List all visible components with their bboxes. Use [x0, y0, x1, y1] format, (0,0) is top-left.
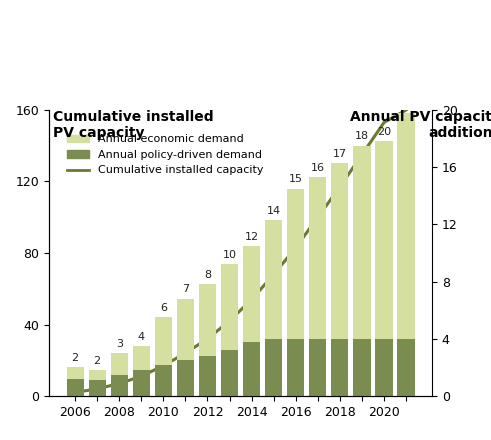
Bar: [66, 367, 84, 379]
Bar: [354, 339, 371, 396]
Text: 3: 3: [116, 339, 123, 349]
Bar: [354, 146, 371, 339]
Bar: [199, 284, 216, 356]
Bar: [376, 141, 393, 339]
Bar: [199, 356, 216, 396]
Bar: [133, 370, 150, 396]
Text: 18: 18: [355, 132, 369, 141]
Text: Annual PV capacity
additions: Annual PV capacity additions: [350, 110, 491, 140]
Text: Cumulative installed
PV capacity: Cumulative installed PV capacity: [53, 110, 214, 140]
Bar: [331, 163, 349, 339]
Text: 2: 2: [72, 353, 79, 363]
Text: 20: 20: [377, 127, 391, 137]
Bar: [110, 353, 128, 374]
Bar: [243, 246, 260, 341]
Text: 15: 15: [289, 174, 303, 184]
Bar: [133, 346, 150, 370]
Text: 14: 14: [267, 206, 281, 216]
Bar: [265, 220, 282, 339]
Text: 8: 8: [204, 270, 211, 280]
Bar: [265, 339, 282, 396]
Bar: [309, 177, 327, 339]
Text: 10: 10: [222, 250, 237, 260]
Bar: [397, 113, 415, 339]
Bar: [221, 350, 238, 396]
Bar: [221, 264, 238, 350]
Text: 7: 7: [182, 285, 189, 294]
Text: 17: 17: [333, 149, 347, 158]
Bar: [177, 299, 194, 360]
Bar: [376, 339, 393, 396]
Bar: [309, 339, 327, 396]
Bar: [287, 189, 304, 339]
Bar: [397, 339, 415, 396]
Bar: [155, 317, 172, 364]
Bar: [66, 379, 84, 396]
Bar: [243, 341, 260, 396]
Bar: [331, 339, 349, 396]
Legend: Annual economic demand, Annual policy-driven demand, Cumulative installed capaci: Annual economic demand, Annual policy-dr…: [62, 130, 268, 180]
Bar: [287, 339, 304, 396]
Bar: [155, 364, 172, 396]
Text: 2: 2: [94, 356, 101, 366]
Text: 6: 6: [160, 303, 167, 313]
Text: 16: 16: [311, 163, 325, 173]
Bar: [177, 360, 194, 396]
Text: 4: 4: [138, 332, 145, 341]
Bar: [88, 370, 106, 380]
Bar: [88, 380, 106, 396]
Bar: [110, 374, 128, 396]
Text: 12: 12: [245, 231, 259, 242]
